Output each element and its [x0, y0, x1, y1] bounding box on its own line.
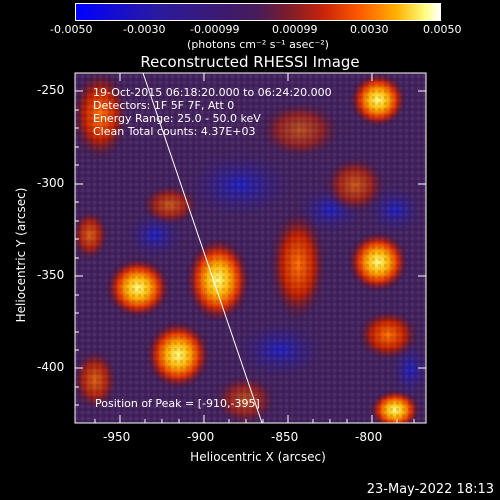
info-line: 19-Oct-2015 06:18:20.000 to 06:24:20.000: [93, 86, 332, 99]
y-tick-label: -350: [37, 268, 65, 282]
y-axis-label: Heliocentric Y (arcsec): [14, 187, 28, 323]
peak-position-label: Position of Peak = [-910,-395]: [95, 397, 260, 410]
colorbar-tick-label: 0.00099: [272, 23, 318, 36]
colorbar-tick-label: -0.0050: [50, 23, 93, 36]
x-tick-label: -950: [103, 430, 131, 444]
timestamp-footer: 23-May-2022 18:13: [366, 482, 494, 497]
y-axis-ticks: [75, 90, 426, 406]
x-tick-label: -850: [271, 430, 299, 444]
colorbar-tick-label: -0.00099: [190, 23, 240, 36]
plot-title: Reconstructed RHESSI Image: [140, 53, 360, 71]
info-line: Energy Range: 25.0 - 50.0 keV: [93, 112, 261, 125]
y-tick-label: -250: [37, 83, 65, 97]
x-axis-ticks: [94, 73, 415, 423]
x-axis-label: Heliocentric X (arcsec): [190, 450, 326, 464]
colorbar-tick-label: 0.0030: [350, 23, 389, 36]
colorbar-tick-label: -0.0030: [123, 23, 166, 36]
info-line: Detectors: 1F 5F 7F, Att 0: [93, 99, 235, 112]
y-tick-label: -300: [37, 176, 65, 190]
solar-limb-line: [142, 72, 263, 424]
info-line: Clean Total counts: 4.37E+03: [93, 125, 256, 138]
x-tick-label: -800: [355, 430, 383, 444]
y-tick-label: -400: [37, 360, 65, 374]
colorbar-tick-label: 0.0050: [423, 23, 462, 36]
x-tick-label: -900: [187, 430, 215, 444]
colorbar: [75, 3, 441, 21]
plot-frame: [74, 72, 427, 424]
colorbar-units: (photons cm⁻² s⁻¹ asec⁻²): [187, 38, 329, 51]
rhessi-image: [75, 73, 426, 423]
